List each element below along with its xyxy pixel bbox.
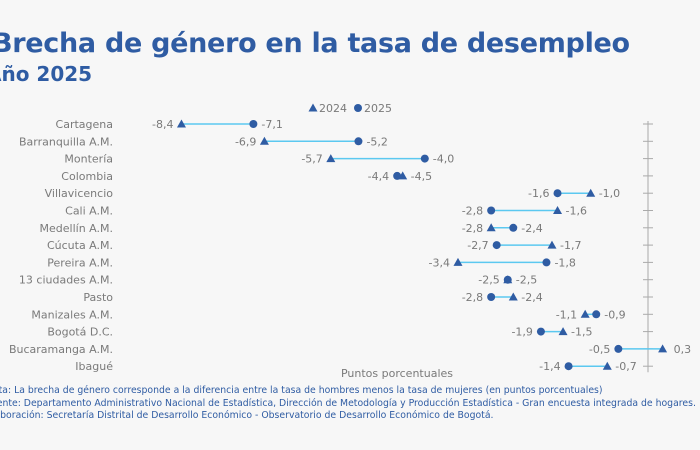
point-2024 (547, 240, 557, 249)
data-label: -4,0 (433, 153, 454, 166)
category-label: Montería (64, 153, 113, 166)
point-2024 (586, 188, 596, 197)
legend-2025-icon (354, 104, 362, 112)
data-label: -6,9 (235, 135, 256, 148)
data-label: -1,5 (571, 326, 592, 339)
data-label: -2,5 (516, 274, 537, 287)
point-2024 (558, 327, 568, 336)
data-label: -1,4 (539, 360, 560, 373)
data-label: -0,5 (589, 343, 610, 356)
point-2024 (553, 206, 563, 214)
point-2024 (508, 292, 518, 301)
category-label: Manizales A.M. (31, 308, 113, 321)
data-label: -1,6 (566, 205, 587, 218)
category-label: Colombia (61, 170, 113, 183)
legend-2024-icon (308, 103, 318, 112)
data-label: -2,4 (521, 291, 542, 304)
point-2024 (259, 136, 269, 145)
chart-subtitle: Año 2025 (0, 62, 93, 86)
data-label: -1,8 (554, 256, 575, 269)
point-2024 (326, 154, 336, 163)
category-label: Cúcuta A.M. (47, 239, 113, 252)
legend-2024-label: 2024 (319, 102, 347, 115)
data-label: -0,7 (615, 360, 636, 373)
point-2024 (486, 223, 496, 232)
category-label: Pereira A.M. (47, 256, 113, 269)
category-label: Barranquilla A.M. (19, 135, 113, 148)
chart-title: Brecha de género en la tasa de desempleo (0, 28, 630, 59)
point-2025 (492, 241, 501, 250)
point-2025 (509, 223, 518, 232)
category-label: Medellín A.M. (40, 222, 113, 235)
category-label: Cartagena (56, 118, 113, 131)
x-axis-label: Puntos porcentuales (341, 367, 453, 380)
point-2024 (503, 275, 513, 284)
legend-2025-label: 2025 (364, 102, 392, 115)
data-label: -5,2 (366, 135, 387, 148)
footnotes: Nota: La brecha de género corresponde a … (0, 385, 696, 423)
data-label: -1,9 (511, 326, 532, 339)
category-label: Pasto (83, 291, 113, 304)
data-label: -0,9 (604, 308, 625, 321)
point-2025 (487, 293, 496, 301)
point-2024 (602, 361, 612, 370)
category-label: Ibagué (75, 360, 113, 373)
data-label: -2,8 (462, 205, 483, 218)
point-2025 (249, 120, 258, 128)
category-label: Cali A.M. (65, 205, 113, 218)
data-label: -2,8 (462, 222, 483, 235)
point-2024 (398, 171, 408, 180)
data-label: -1,0 (599, 187, 620, 200)
point-2025 (487, 206, 496, 215)
point-2025 (592, 310, 601, 319)
data-label: -8,4 (152, 118, 173, 131)
point-2025 (354, 137, 363, 146)
data-label: -1,1 (556, 308, 577, 321)
point-2025 (420, 154, 429, 163)
data-label: -4,4 (368, 170, 389, 183)
note-text: Nota: La brecha de género corresponde a … (0, 385, 603, 396)
data-label: -2,7 (467, 239, 488, 252)
data-label: -5,7 (301, 153, 322, 166)
point-2025 (553, 189, 562, 198)
data-label: -7,1 (261, 118, 282, 131)
data-label: -2,4 (521, 222, 542, 235)
category-label: Bucaramanga A.M. (9, 343, 113, 356)
point-2025 (564, 362, 573, 371)
point-2024 (453, 257, 463, 266)
point-2025 (542, 258, 551, 267)
data-label: 0,3 (674, 343, 692, 356)
point-2024 (658, 344, 668, 353)
data-label: -3,4 (429, 256, 450, 269)
data-label: -4,5 (411, 170, 432, 183)
point-2025 (614, 344, 623, 353)
data-label: -2,8 (462, 291, 483, 304)
point-2025 (536, 327, 545, 336)
data-label: -1,7 (560, 239, 581, 252)
source-text: Fuente: Departamento Administrativo Naci… (0, 397, 696, 409)
data-label: -2,5 (478, 274, 499, 287)
category-label: 13 ciudades A.M. (19, 274, 113, 287)
category-label: Villavicencio (45, 187, 114, 200)
data-label: -1,6 (528, 187, 549, 200)
point-2024 (176, 119, 186, 128)
point-2024 (580, 309, 590, 318)
category-label: Bogotá D.C. (47, 326, 113, 339)
elaboration-text: Elaboración: Secretaría Distrital de Des… (0, 410, 494, 421)
